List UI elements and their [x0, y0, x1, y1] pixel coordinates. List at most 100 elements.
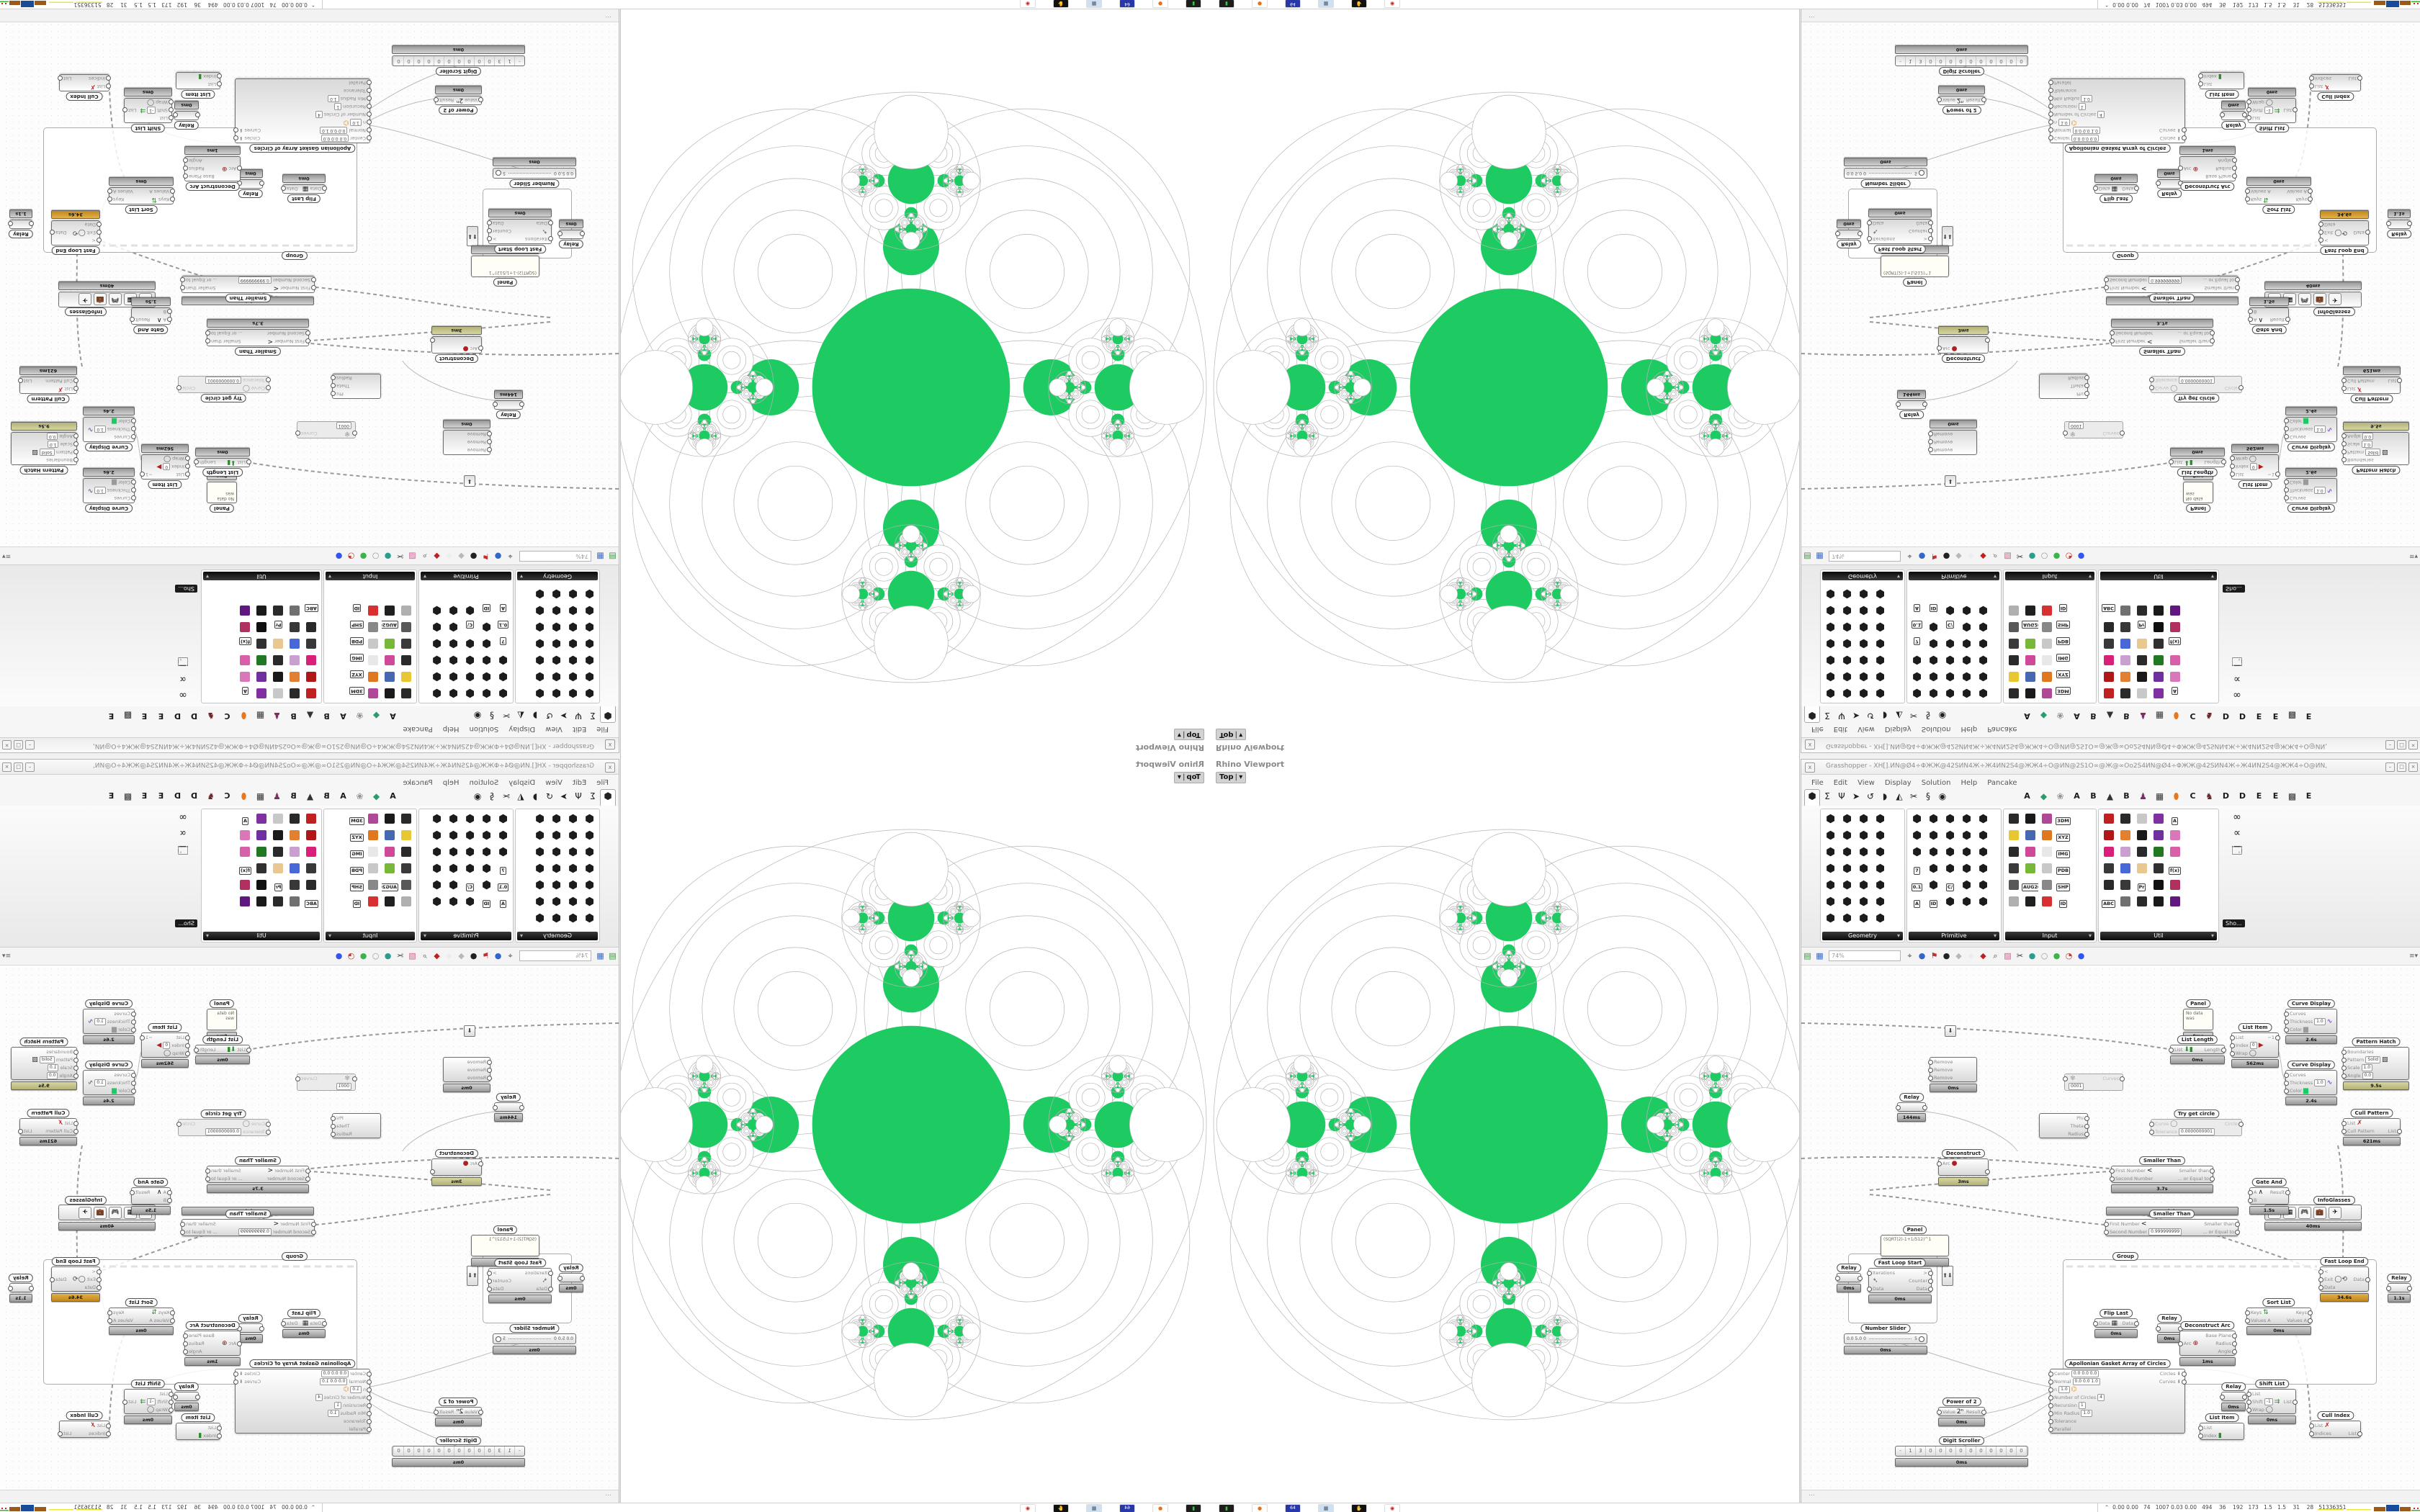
plugin-tab[interactable]: D	[2238, 711, 2246, 721]
component-icon[interactable]	[2150, 860, 2166, 877]
component-icon[interactable]	[2005, 685, 2022, 701]
component-icon[interactable]: ⬢	[568, 670, 578, 683]
component-icon[interactable]: ⬢	[448, 670, 459, 683]
component-icon[interactable]: A	[1913, 900, 1921, 908]
component-icon[interactable]	[2005, 827, 2022, 844]
download-mini[interactable]: ⬇	[1945, 475, 1956, 487]
toolbar-icon[interactable]: ⌖	[508, 552, 513, 561]
plugin-tab[interactable]: C	[2190, 711, 2196, 721]
component-icon[interactable]: ⬢	[465, 895, 475, 908]
cull-pattern[interactable]: Cull Pattern List ✗ Cull Pattern List 621ms	[2341, 1109, 2402, 1146]
component-icon[interactable]: ⬢	[448, 687, 459, 700]
category-tab-icon[interactable]: ⬢	[600, 789, 616, 806]
menu-edit[interactable]: Edit	[1833, 779, 1848, 787]
component-icon[interactable]	[365, 618, 382, 635]
component-icon[interactable]	[2117, 635, 2133, 652]
component-icon[interactable]: ⬢	[534, 637, 545, 650]
group-label[interactable]: Group	[2112, 1252, 2139, 1261]
toolbar-icon[interactable]: ⚑	[482, 951, 490, 960]
component-icon[interactable]: ⬢	[534, 812, 545, 825]
component-icon[interactable]: ⬢	[1928, 845, 1939, 858]
toolbar-icon[interactable]: ⚑	[1930, 951, 1938, 960]
grasshopper-titlebar[interactable]: x Grasshopper - XH[].ИN@Ø4÷ΦЖЖ@42SИN4Ж÷Ж…	[0, 760, 619, 775]
updown-mini[interactable]: ⬆⬇	[467, 1266, 478, 1286]
component-icon[interactable]	[398, 668, 415, 685]
component-icon[interactable]	[382, 668, 398, 685]
flip-last[interactable]: Flip Last Data ▦ Data 0ms	[281, 1309, 327, 1338]
component-icon[interactable]: ⬢	[448, 878, 459, 891]
category-tab-icon[interactable]: §	[1926, 791, 1930, 801]
component-icon[interactable]	[2005, 668, 2022, 685]
component-icon[interactable]	[270, 844, 287, 860]
plugin-tab[interactable]: ▦	[2155, 711, 2164, 721]
plugin-tab[interactable]: ◆	[372, 791, 380, 801]
component-icon[interactable]: ⬢	[1875, 895, 1886, 908]
component-icon[interactable]: ⬢	[568, 862, 578, 875]
component-icon[interactable]	[2038, 827, 2055, 844]
component-icon[interactable]	[2117, 827, 2133, 844]
relay-c[interactable]: Relay 0ms	[2156, 1314, 2183, 1343]
fast-loop-start[interactable]: Fast Loop Start Iterations > ➴ Counter Data Da…	[1867, 1259, 1933, 1303]
plugin-tab[interactable]: E	[2256, 711, 2262, 721]
category-tab-icon[interactable]: Σ	[590, 711, 596, 721]
toolbar-icon[interactable]: ✂	[2016, 552, 2024, 561]
toolbar-icon[interactable]: ●	[1918, 951, 1926, 960]
curves-cluster[interactable]: ✾ Curves 0001	[2063, 421, 2125, 438]
component-icon[interactable]: ⬢	[1842, 812, 1852, 825]
component-icon[interactable]: ⬢	[465, 829, 475, 842]
category-tab-icon[interactable]: ◗	[532, 711, 538, 721]
list-item-2[interactable]: List Item List Index ▮	[176, 1413, 222, 1440]
plugin-tab[interactable]: E	[2272, 791, 2279, 801]
plugin-tab[interactable]: ▲	[306, 791, 314, 801]
component-icon[interactable]: AUG20	[382, 877, 398, 894]
curves-cluster[interactable]: ✾ Curves 0001	[2063, 1074, 2125, 1091]
component-icon[interactable]	[398, 635, 415, 652]
embedded-icon-button[interactable]: 💼	[2313, 1206, 2326, 1219]
component-icon[interactable]: ⬢	[1912, 829, 1922, 842]
flip-last[interactable]: Flip Last Data ▦ Data 0ms	[2093, 174, 2139, 203]
curve-display-1[interactable]: Curve Display Curves Thickness 1.0 ∿ Color ▆ 2.…	[83, 468, 136, 513]
zoom-field[interactable]: 74%	[519, 950, 591, 961]
plugin-tab[interactable]: ▩	[2287, 791, 2297, 801]
component-icon[interactable]	[303, 652, 320, 668]
taskbar-icon[interactable]: ●	[1252, 0, 1268, 8]
taskbar-icon[interactable]: ●	[1152, 0, 1168, 8]
component-icon[interactable]	[2117, 844, 2133, 860]
component-icon[interactable]	[365, 894, 382, 910]
toolbar-icon[interactable]: ⚑	[1930, 552, 1938, 561]
window-button[interactable]: –	[25, 762, 35, 772]
component-icon[interactable]: C/	[1945, 883, 1955, 891]
component-icon[interactable]: ⬢	[1875, 812, 1886, 825]
component-icon[interactable]	[2100, 685, 2117, 701]
component-icon[interactable]	[2117, 811, 2133, 827]
component-icon[interactable]: ⬢	[551, 878, 562, 891]
component-icon[interactable]	[2117, 860, 2133, 877]
component-icon[interactable]: ⬢	[551, 845, 562, 858]
smaller-than-1[interactable]: Smaller Than First Number < Smaller than Sec…	[205, 1156, 310, 1193]
component-icon[interactable]	[2117, 894, 2133, 910]
component-icon[interactable]	[287, 635, 303, 652]
component-icon[interactable]	[2100, 618, 2117, 635]
try-get-circle[interactable]: Try get circle Curve ◯ Circle Tolerance 0.000…	[176, 376, 271, 402]
component-icon[interactable]	[303, 618, 320, 635]
deconstruct-err[interactable]: Deconstruct Arc ● 3ms	[1937, 1149, 1990, 1186]
component-icon[interactable]	[2038, 860, 2055, 877]
taskbar-icon[interactable]: 64	[1285, 0, 1301, 8]
component-icon[interactable]: ⬢	[568, 878, 578, 891]
component-icon[interactable]: ⬢	[1978, 604, 1989, 617]
toolbar-icon[interactable]: ▨	[2004, 552, 2012, 561]
component-icon[interactable]: ⬢	[1945, 670, 1955, 683]
chevron-down-icon[interactable]: ▾	[1239, 731, 1243, 739]
component-icon[interactable]: ⬢	[448, 862, 459, 875]
component-icon[interactable]	[2005, 877, 2022, 894]
toolbar-icon[interactable]: ◆	[434, 552, 440, 561]
digit-scroller[interactable]: Digit Scroller -1 3 0 0 0 0 0 0 0 0 0 0 0ms	[392, 1436, 525, 1467]
component-icon[interactable]	[382, 860, 398, 877]
toolbar-icon[interactable]: ◆	[446, 552, 452, 561]
component-icon[interactable]	[2022, 652, 2038, 668]
taskbar-icon[interactable]: ✋	[1351, 1504, 1367, 1512]
phi-component[interactable]: Phi Theta Radius	[2039, 374, 2089, 399]
phi-component[interactable]: Phi Theta Radius	[2039, 1113, 2089, 1138]
category-tab-icon[interactable]: ◗	[1882, 711, 1888, 721]
